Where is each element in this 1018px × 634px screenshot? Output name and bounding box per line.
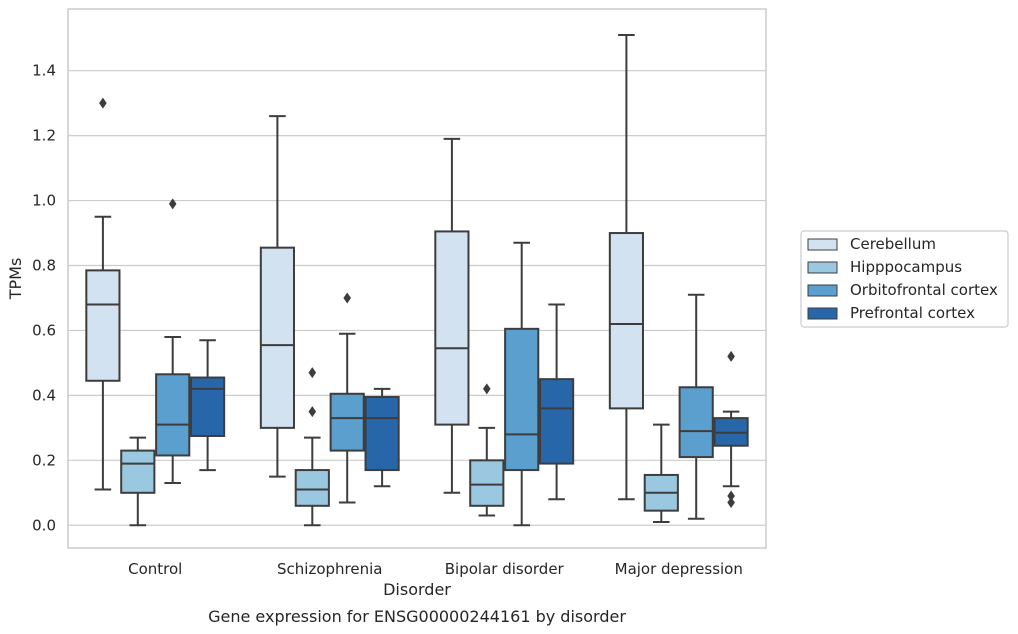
legend-label: Orbitofrontal cortex (850, 281, 998, 299)
box-body (294, 469, 330, 507)
box-body (608, 232, 644, 410)
box-2-1 (259, 115, 295, 478)
box-body (469, 459, 505, 507)
box-4-1 (608, 33, 644, 501)
y-tick-label: 0.0 (32, 516, 56, 534)
legend-frame (800, 230, 1009, 328)
legend-label: Cerebellum (850, 235, 936, 253)
plot-frame (67, 8, 767, 549)
x-axis-ticks: Control Schizophrenia Bipolar disorder Majo… (128, 560, 743, 578)
x-axis-label: Disorder (383, 580, 451, 599)
box-3-1 (434, 137, 470, 494)
y-tick-label: 0.4 (32, 386, 56, 404)
box-1-1 (85, 97, 121, 491)
x-tick-label: Major depression (615, 560, 743, 578)
box-2-3 (329, 292, 365, 504)
x-tick-label: Schizophrenia (277, 560, 382, 578)
y-axis-label: TPMs (6, 258, 25, 301)
legend-swatch (807, 307, 838, 320)
outlier-point (727, 350, 735, 362)
box-1-2 (120, 436, 156, 527)
box-3-3 (504, 241, 540, 527)
outlier-point (308, 406, 317, 418)
box-body (259, 246, 295, 429)
box-3-4 (539, 303, 575, 501)
box-body (85, 269, 121, 382)
legend-swatch (807, 238, 838, 251)
outlier-point (168, 198, 177, 210)
box-1-3 (155, 198, 191, 485)
box-4-2 (643, 423, 679, 524)
outlier-point (343, 292, 351, 304)
box-body (434, 230, 470, 426)
box-body (504, 327, 540, 472)
outlier-point (727, 490, 735, 502)
y-axis-ticks: 0.0 0.2 0.4 0.6 0.8 1.0 1.2 1.4 (32, 62, 56, 535)
y-tick-label: 0.6 (32, 321, 56, 339)
y-tick-label: 1.0 (32, 192, 56, 210)
plot-area (85, 33, 749, 527)
box-body (678, 386, 714, 459)
legend-swatch (807, 261, 838, 274)
box-body (539, 378, 575, 465)
y-tick-label: 1.2 (32, 127, 56, 145)
box-2-4 (364, 387, 400, 488)
outlier-point (483, 383, 491, 395)
legend-swatch (807, 284, 838, 297)
y-tick-label: 0.2 (32, 451, 56, 469)
box-4-3 (678, 293, 714, 520)
box-body (155, 373, 191, 457)
outlier-point (99, 97, 107, 109)
x-tick-label: Control (128, 560, 182, 578)
legend: Cerebellum Hipppocampus Orbitofrontal cort… (800, 230, 1009, 328)
box-3-2 (469, 383, 505, 517)
box-body (190, 376, 226, 437)
box-body (120, 449, 156, 494)
y-tick-label: 0.8 (32, 257, 56, 275)
box-body (364, 396, 400, 472)
y-tick-label: 1.4 (32, 62, 56, 80)
legend-label: Prefrontal cortex (850, 304, 975, 322)
legend-label: Hipppocampus (850, 258, 962, 276)
box-body (329, 392, 365, 452)
box-1-4 (190, 339, 226, 472)
x-tick-label: Bipolar disorder (445, 560, 565, 578)
chart-caption: Gene expression for ENSG00000244161 by d… (208, 607, 626, 626)
box-4-4 (713, 350, 749, 509)
box-2-2 (294, 367, 330, 527)
outlier-point (308, 367, 317, 379)
outlier-point (727, 497, 735, 509)
